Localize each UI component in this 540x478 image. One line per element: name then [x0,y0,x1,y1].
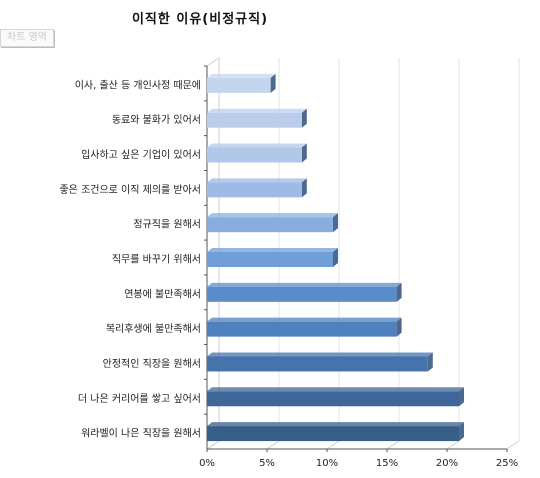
bar-top [207,352,433,357]
x-tick-label: 25% [496,458,518,469]
category-label: 좋은 조건으로 이직 제의를 받아서 [59,184,201,196]
bar [207,77,271,93]
floor-gridline [386,440,400,450]
chart-area-label: 차트 영역 [0,29,54,47]
x-tick-label: 15% [376,458,398,469]
bar [207,182,302,198]
bar-end [301,178,307,198]
chart-title: 이직한 이유(비정규직) [131,12,269,27]
bar-end [333,213,338,233]
category-label: 정규직을 원해서 [133,218,201,231]
bar-end [333,248,338,267]
bar-top [207,213,338,218]
category-label: 이사, 출산 등 개인사정 때문에 [75,79,201,91]
bar-top [207,178,307,183]
bar [207,391,459,407]
category-label: 워라벨이 나은 직장을 원해서 [81,427,201,440]
bar-top [207,73,276,78]
x-tick-label: 0% [199,458,215,469]
bar-end [301,143,307,163]
category-label: 동료와 불화가 있어서 [112,114,201,126]
floor-gridline [506,440,520,450]
bar-end [396,317,402,337]
floor-gridline [266,440,280,450]
floor-gridline [446,440,460,450]
bar-end [459,387,464,407]
bar [207,426,459,442]
bar [207,252,333,267]
bar [207,356,428,372]
category-label: 복리후생에 불만족해서 [106,322,201,335]
bar-end [427,352,433,372]
category-label: 더 나은 커리어를 쌓고 싶어서 [78,393,201,405]
bar-top [207,108,307,113]
bar [207,217,333,233]
bar-top [207,387,464,392]
bar-top [207,143,307,148]
bar-end [301,108,307,128]
bar [207,147,302,163]
category-label: 안정적인 직장을 원해서 [103,357,201,370]
bar [207,286,397,302]
bar-end [396,282,402,302]
bar-top [207,422,464,427]
bar-end [459,422,464,442]
bar [207,112,302,128]
category-label: 직무를 바꾸기 위해서 [112,253,201,266]
floor-gridline [326,440,340,450]
bar-top [207,248,338,252]
category-label: 연봉에 불만족해서 [124,287,201,300]
bar [207,321,397,337]
x-tick-label: 20% [436,458,458,469]
bar-top [207,317,402,322]
bar-end [270,73,276,93]
bar-top [207,282,402,287]
category-label: 입사하고 싶은 기업이 있어서 [81,148,201,161]
x-tick-label: 5% [259,458,275,469]
x-tick-label: 10% [316,458,338,469]
